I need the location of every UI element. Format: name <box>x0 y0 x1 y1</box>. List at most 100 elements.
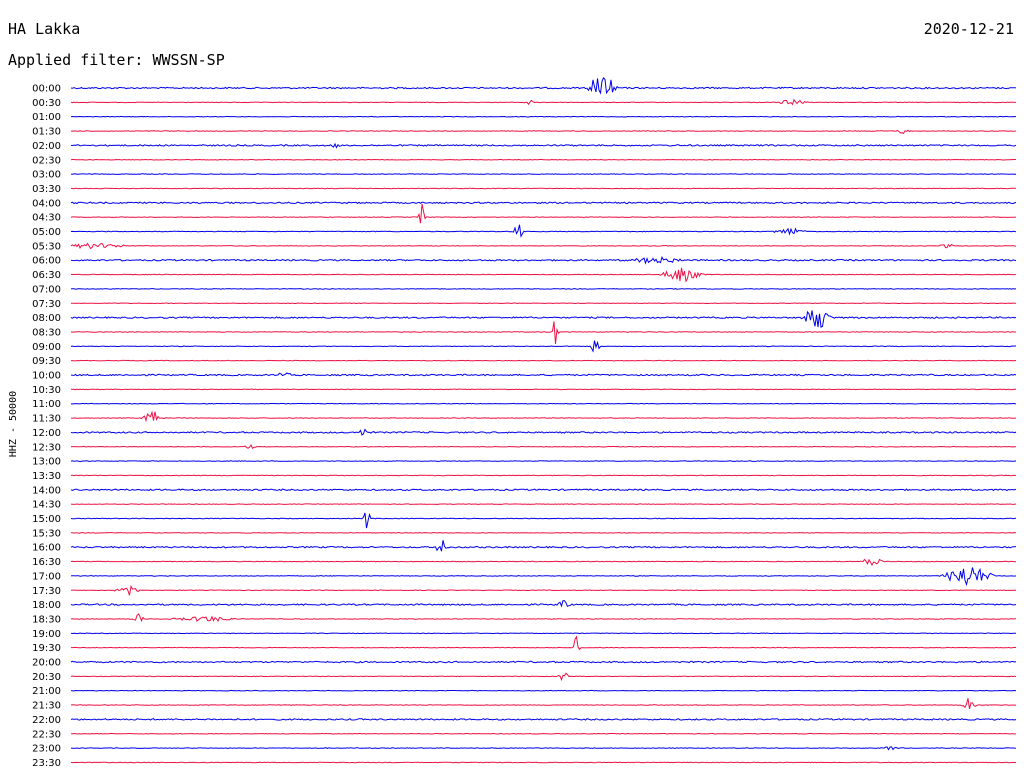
trace-line <box>70 224 1017 238</box>
trace-line <box>70 256 1017 265</box>
row-tick-label: 15:30 <box>32 528 61 539</box>
row-tick-label: 23:30 <box>32 758 61 769</box>
row-tick-label: 11:00 <box>32 399 61 410</box>
trace-line <box>70 203 1017 224</box>
trace-line <box>71 635 1017 651</box>
trace-line <box>70 321 1017 345</box>
trace-line <box>70 410 1017 423</box>
row-tick-label: 00:00 <box>32 84 61 95</box>
row-tick-label: 08:30 <box>32 327 61 338</box>
row-tick-label: 21:00 <box>32 686 61 697</box>
station-title: HA Lakka <box>8 20 81 38</box>
row-tick-label: 23:00 <box>32 744 61 755</box>
trace-line <box>70 474 1017 477</box>
row-tick-label: 04:30 <box>32 213 61 224</box>
row-tick-label: 11:30 <box>32 414 61 425</box>
row-tick-label: 12:00 <box>32 428 61 439</box>
row-tick-label: 05:30 <box>32 241 61 252</box>
row-tick-label: 12:30 <box>32 442 61 453</box>
row-tick-label: 16:30 <box>32 557 61 568</box>
row-tick-label: 09:30 <box>32 356 61 367</box>
trace-line <box>70 718 1017 721</box>
row-tick-label: 21:30 <box>32 701 61 712</box>
trace-line <box>70 567 1016 587</box>
trace-line <box>70 173 1017 175</box>
trace-line <box>70 288 1017 290</box>
trace-line <box>71 359 1017 362</box>
row-tick-label: 03:30 <box>32 184 61 195</box>
traces <box>70 77 1017 764</box>
trace-line <box>70 115 1017 118</box>
trace-line <box>70 158 1016 161</box>
row-tick-label: 22:30 <box>32 729 61 740</box>
row-tick-label: 18:00 <box>32 600 61 611</box>
row-tick-label: 20:30 <box>32 672 61 683</box>
row-tick-label: 08:00 <box>32 313 61 324</box>
row-tick-label: 02:30 <box>32 155 61 166</box>
row-tick-label: 14:30 <box>32 500 61 511</box>
row-tick-label: 04:00 <box>32 198 61 209</box>
trace-line <box>70 402 1017 405</box>
trace-line <box>70 632 1016 635</box>
row-tick-label: 18:30 <box>32 614 61 625</box>
row-tick-label: 06:00 <box>32 256 61 267</box>
trace-line <box>71 302 1016 305</box>
trace-line <box>70 746 1017 751</box>
row-tick-label: 17:00 <box>32 571 61 582</box>
trace-line <box>71 532 1017 534</box>
row-tick-label: 07:30 <box>32 299 61 310</box>
row-tick-label: 00:30 <box>32 98 61 109</box>
trace-line <box>70 77 1017 95</box>
trace-line <box>70 584 1017 596</box>
filter-label: Applied filter: WWSSN-SP <box>8 51 225 69</box>
trace-line <box>70 540 1017 552</box>
row-tick-label: 03:00 <box>32 170 61 181</box>
row-tick-label: 16:00 <box>32 543 61 554</box>
trace-line <box>70 187 1016 190</box>
row-tick-label: 17:30 <box>32 586 61 597</box>
trace-line <box>70 310 1017 328</box>
trace-line <box>70 443 1017 450</box>
row-tick-label: 22:00 <box>32 715 61 726</box>
row-tick-label: 10:30 <box>32 385 61 396</box>
trace-line <box>70 613 1017 623</box>
row-tick-label: 20:00 <box>32 658 61 669</box>
trace-line <box>70 201 1017 205</box>
row-tick-label: 13:30 <box>32 471 61 482</box>
trace-line <box>70 503 1017 505</box>
trace-line <box>70 98 1017 106</box>
trace-line <box>70 672 1017 682</box>
row-tick-label: 01:30 <box>32 127 61 138</box>
row-tick-label: 01:00 <box>32 112 61 123</box>
row-tick-label: 13:00 <box>32 457 61 468</box>
row-tick-label: 09:00 <box>32 342 61 353</box>
trace-line <box>70 660 1017 664</box>
trace-line <box>70 372 1017 377</box>
trace-line <box>70 732 1017 735</box>
trace-line <box>70 600 1017 608</box>
trace-line <box>70 558 1017 567</box>
row-tick-label: 02:00 <box>32 141 61 152</box>
row-tick-label: 15:00 <box>32 514 61 525</box>
row-tick-label: 19:30 <box>32 643 61 654</box>
row-tick-label: 10:00 <box>32 371 61 382</box>
y-axis-label: HHZ - 50000 <box>8 391 19 457</box>
trace-line <box>71 689 1017 692</box>
trace-line <box>70 488 1017 492</box>
trace-line <box>70 129 1017 135</box>
trace-line <box>70 512 1017 529</box>
row-tick-label: 07:00 <box>32 284 61 295</box>
row-tick-label: 05:00 <box>32 227 61 238</box>
trace-line <box>70 460 1017 462</box>
trace-line <box>70 698 1017 710</box>
row-tick-label: 14:00 <box>32 485 61 496</box>
date-label: 2020-12-21 <box>923 20 1014 38</box>
tick-labels: 00:00 00:30 01:00 01:30 02:00 02:30 03:00 03:30… <box>32 84 61 769</box>
trace-line <box>70 761 1017 764</box>
trace-line <box>70 388 1017 391</box>
trace-line <box>70 142 1017 149</box>
trace-line <box>70 340 1016 353</box>
row-tick-label: 19:00 <box>32 629 61 640</box>
row-tick-label: 06:30 <box>32 270 61 281</box>
